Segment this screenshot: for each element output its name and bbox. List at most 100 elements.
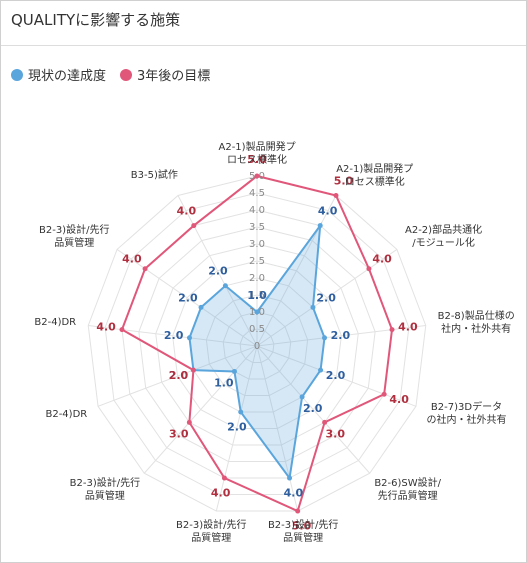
data-point: [295, 508, 301, 514]
data-point: [142, 266, 148, 272]
category-label: B2-4)DR: [34, 317, 77, 329]
r-tick-label: 2.0: [249, 273, 265, 284]
value-label: 5.0: [292, 520, 312, 533]
category-label: B2-8)製品仕様の 社内・社外共有: [437, 310, 515, 335]
category-label: B2-3)設計/先行 品質管理: [69, 477, 141, 502]
data-point: [322, 419, 328, 425]
spoke: [256, 325, 426, 347]
spoke: [88, 325, 258, 347]
data-point: [287, 475, 293, 481]
value-label: 4.0: [177, 204, 197, 217]
divider: [1, 45, 526, 46]
value-label: 2.0: [316, 291, 336, 304]
value-label: 2.0: [164, 329, 184, 342]
spoke: [256, 345, 417, 407]
value-label: 2.0: [169, 369, 189, 382]
value-label: 3.0: [169, 427, 189, 440]
legend-swatch: [120, 68, 133, 81]
value-label: 1.0: [247, 289, 267, 302]
value-label: 2.0: [178, 291, 198, 304]
spoke: [215, 345, 258, 512]
data-point: [254, 173, 260, 179]
grid-ring: [155, 243, 359, 446]
value-label: 2.0: [303, 402, 323, 415]
value-label: 2.0: [331, 329, 351, 342]
spoke: [116, 249, 258, 347]
spoke: [256, 345, 371, 474]
r-tick-label: 3.0: [249, 239, 265, 250]
spoke: [256, 345, 299, 512]
spoke: [143, 345, 258, 474]
data-point: [389, 327, 395, 333]
legend-swatch: [11, 68, 23, 81]
data-point: [231, 368, 237, 374]
category-label: B2-3)設計/先行 品質管理: [176, 520, 247, 545]
grid-ring: [104, 192, 410, 496]
grid-ring: [222, 311, 292, 380]
legend-item: 現状の達成度: [11, 65, 106, 84]
value-label: 4.0: [398, 321, 418, 334]
data-point: [186, 335, 192, 341]
category-label: A2-2)部品共通化 /モジュール化: [405, 224, 483, 249]
r-tick-label: 0: [254, 341, 260, 352]
value-label: 3.0: [325, 427, 345, 440]
grid-ring: [239, 328, 275, 364]
category-label: A2-1)製品開発プ ロセス標準化: [336, 163, 414, 188]
data-point: [254, 309, 260, 315]
legend-item: 3年後の目標: [120, 65, 210, 84]
grid-ring: [205, 294, 309, 397]
data-point: [381, 391, 387, 397]
value-label: 2.0: [169, 369, 189, 382]
grid-ring: [172, 260, 342, 430]
r-tick-label: 4.0: [249, 205, 265, 216]
data-point: [119, 327, 125, 333]
category-label: B2-3)設計/先行 品質管理: [267, 520, 339, 545]
data-point: [318, 367, 324, 373]
data-point: [322, 335, 328, 341]
legend-label: 3年後の目標: [137, 69, 211, 84]
category-label: B2-4)DR: [45, 408, 88, 420]
category-label: B2-6)SW設計/ 先行品質管理: [374, 477, 442, 502]
data-point: [366, 266, 372, 272]
spoke: [256, 195, 337, 347]
value-label: 5.0: [247, 153, 267, 166]
r-tick-label: 1.5: [249, 290, 265, 301]
series-area: [120, 174, 394, 513]
data-point: [221, 475, 227, 481]
r-tick-label: 0.5: [249, 324, 265, 335]
data-point: [317, 223, 323, 229]
data-point: [299, 394, 305, 400]
value-label: 4.0: [389, 393, 409, 406]
data-point: [190, 367, 196, 373]
data-point: [333, 192, 339, 198]
spoke: [256, 249, 398, 347]
r-tick-label: 2.5: [249, 256, 265, 267]
category-label: A2-1)製品開発プ ロセス標準化: [218, 142, 296, 166]
legend: 現状の達成度 3年後の目標: [11, 65, 210, 84]
value-label: 4.0: [318, 204, 338, 217]
data-point: [198, 304, 204, 310]
series-area: [188, 222, 326, 481]
category-label: B3-5)試作: [130, 170, 178, 182]
r-tick-label: 3.5: [249, 222, 265, 233]
value-label: 4.0: [284, 487, 304, 500]
data-point: [310, 304, 316, 310]
chart-title: QUALITYに影響する施策: [11, 11, 181, 29]
data-point: [191, 223, 197, 229]
grid-ring: [87, 175, 427, 512]
grid-ring: [138, 226, 376, 463]
value-label: 2.0: [208, 265, 228, 278]
legend-label: 現状の達成度: [28, 69, 107, 84]
data-point: [222, 283, 228, 289]
value-label: 2.0: [326, 369, 346, 382]
spoke: [177, 195, 258, 347]
value-label: 2.0: [227, 421, 247, 434]
value-label: 4.0: [122, 253, 142, 266]
value-label: 4.0: [96, 321, 116, 334]
data-point: [186, 419, 192, 425]
value-label: 1.0: [214, 376, 234, 389]
category-label: B2-3)設計/先行 品質管理: [38, 224, 110, 249]
value-label: 4.0: [372, 253, 392, 266]
